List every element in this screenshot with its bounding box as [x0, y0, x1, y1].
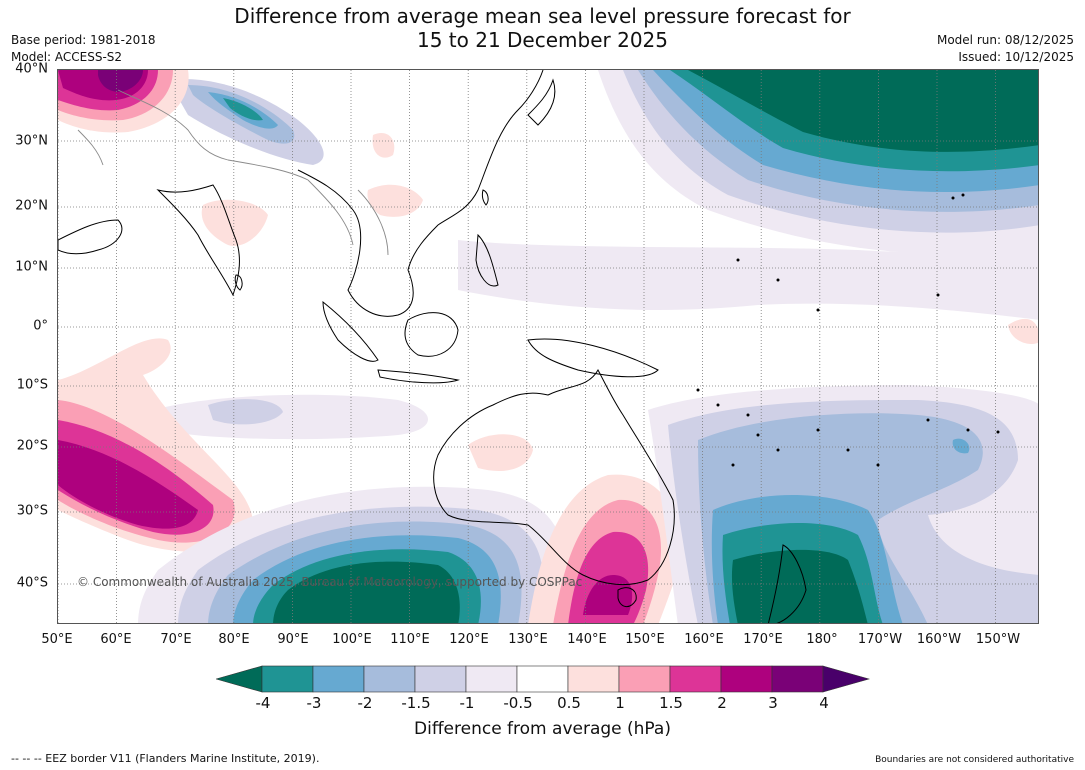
- map-panel[interactable]: [57, 69, 1039, 624]
- colorbar-label: Difference from average (hPa): [414, 719, 671, 739]
- anomaly-indian-ocean-low: [208, 399, 283, 425]
- lat-label: 30°N: [15, 133, 48, 149]
- colorbar-tick: -4: [255, 694, 271, 712]
- lon-label: 110°E: [390, 632, 430, 647]
- arabia-coastline: [58, 219, 123, 255]
- lon-label: 170°W: [857, 632, 903, 647]
- base-period: Base period: 1981-2018: [11, 33, 156, 47]
- philippines-coastline: [475, 233, 499, 287]
- colorbar-tick: -0.5: [503, 694, 533, 712]
- title-line-2: 15 to 21 December 2025: [416, 28, 668, 52]
- colorbar-cell: [363, 665, 416, 693]
- map-canvas: [58, 70, 1038, 623]
- model-run: Model run: 08/12/2025: [936, 33, 1074, 47]
- se-asia-coastline: [297, 70, 544, 317]
- colorbar-cell: [414, 665, 467, 693]
- lon-label: 50°E: [41, 632, 73, 647]
- colorbar-cell: [567, 665, 620, 693]
- lat-label: 40°N: [15, 61, 48, 77]
- lat-label: 20°N: [15, 198, 48, 214]
- coastlines: [58, 70, 807, 623]
- lon-label: 160°E: [684, 632, 724, 647]
- national-borders: [77, 89, 389, 256]
- colorbar-tick: -2: [357, 694, 373, 712]
- lon-label: 160°W: [916, 632, 962, 647]
- colorbar-cell-min: [216, 665, 263, 693]
- lat-label: 40°S: [16, 575, 48, 591]
- australia-coastline: [433, 368, 675, 585]
- copyright-notice: © Commonwealth of Australia 2025, Bureau…: [77, 575, 583, 589]
- colorbar-cell: [669, 665, 722, 693]
- anomaly-west-indian-ocean-high: [58, 338, 254, 552]
- anomaly-se-australia-high: [528, 474, 680, 623]
- colorbar-tick: 3: [768, 694, 778, 712]
- colorbar-tick: -1: [459, 694, 475, 712]
- chart-title: Difference from average mean sea level p…: [0, 4, 1085, 52]
- eez-note: -- -- -- EEZ border V11 (Flanders Marine…: [11, 752, 320, 765]
- colorbar-cell: [771, 665, 824, 693]
- lon-label: 140°E: [567, 632, 607, 647]
- java-coastline: [377, 369, 460, 384]
- lat-label: 10°S: [16, 377, 48, 393]
- colorbar-tick: 1: [615, 694, 625, 712]
- colorbar-tick: 1.5: [659, 694, 683, 712]
- new-zealand-coastline: [767, 544, 807, 623]
- colorbar-cell: [465, 665, 518, 693]
- model-name: Model: ACCESS-S2: [11, 50, 123, 64]
- lon-label: 150°W: [975, 632, 1021, 647]
- anomaly-tibet-high: [372, 132, 395, 158]
- colorbar-tick: -1.5: [401, 694, 431, 712]
- anomaly-sw-pacific-low: [648, 385, 1038, 623]
- lon-label: 130°E: [508, 632, 548, 647]
- lon-label: 170°E: [743, 632, 783, 647]
- pacific-islands: [696, 193, 1000, 467]
- india-coastline: [156, 184, 240, 297]
- tasmania-coastline: [617, 587, 637, 607]
- lat-label: 0°: [33, 318, 48, 334]
- anomaly-southern-indian-low: [138, 486, 566, 623]
- colorbar-cell: [618, 665, 671, 693]
- sumatra-coastline: [322, 300, 379, 362]
- anomaly-himalaya-low: [168, 79, 324, 165]
- lon-label: 90°E: [277, 632, 309, 647]
- lat-label: 20°S: [16, 438, 48, 454]
- boundary-disclaimer: Boundaries are not considered authoritat…: [875, 755, 1074, 765]
- anomaly-central-asia-high: [58, 70, 189, 133]
- anomaly-south-china-high: [367, 184, 423, 217]
- anomaly-india-high: [201, 199, 268, 246]
- anomaly-wa-high: [468, 434, 533, 471]
- meta-right: Model run: 08/12/2025 Issued: 10/12/2025: [937, 32, 1074, 66]
- colorbar-tick: 4: [819, 694, 829, 712]
- sri-lanka-coastline: [234, 274, 243, 291]
- colorbar-tick: -3: [306, 694, 322, 712]
- colorbar-cell: [261, 665, 314, 693]
- lon-label: 100°E: [332, 632, 372, 647]
- new-guinea-coastline: [527, 338, 659, 378]
- title-line-1: Difference from average mean sea level p…: [234, 4, 851, 28]
- colorbar: [216, 665, 870, 693]
- japan-coastline: [527, 78, 556, 126]
- lon-label: 60°E: [100, 632, 132, 647]
- taiwan-coastline: [481, 189, 489, 206]
- colorbar-cell-max: [822, 665, 870, 693]
- colorbar-cell: [720, 665, 773, 693]
- lon-label: 180°: [806, 632, 838, 647]
- colorbar-cell: [516, 665, 569, 693]
- anomaly-east-pacific-high: [1008, 318, 1038, 344]
- lon-label: 80°E: [218, 632, 250, 647]
- lon-label: 70°E: [160, 632, 192, 647]
- lon-label: 150°E: [625, 632, 665, 647]
- issued-date: Issued: 10/12/2025: [958, 50, 1074, 64]
- lon-label: 120°E: [449, 632, 489, 647]
- anomaly-tropical-band: [458, 240, 1038, 320]
- lat-label: 30°S: [16, 503, 48, 519]
- colorbar-cell: [312, 665, 365, 693]
- graticule: [58, 70, 1038, 623]
- meta-left: Base period: 1981-2018 Model: ACCESS-S2: [11, 32, 156, 66]
- colorbar-tick: 2: [717, 694, 727, 712]
- colorbar-tick: 0.5: [557, 694, 581, 712]
- lat-label: 10°N: [15, 259, 48, 275]
- borneo-coastline: [404, 312, 459, 357]
